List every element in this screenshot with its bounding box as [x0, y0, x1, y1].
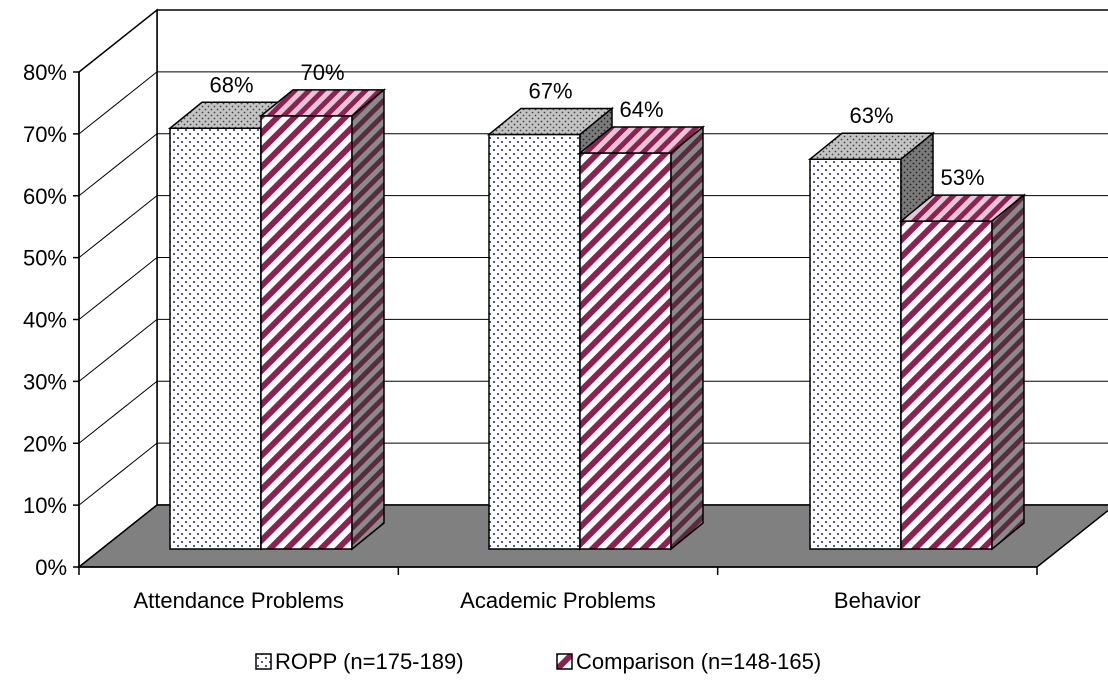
bar-side [670, 125, 704, 551]
bar-front [260, 115, 353, 550]
gridline [78, 9, 1108, 73]
y-tick-label: 30% [23, 369, 67, 394]
legend-swatch [556, 653, 573, 670]
data-label: 68% [209, 72, 253, 97]
legend-swatch [255, 653, 272, 670]
legend-label: Comparison (n=148-165) [576, 649, 821, 674]
data-label: 70% [300, 60, 344, 85]
y-tick-label: 40% [23, 308, 67, 333]
bar-front [809, 158, 902, 550]
category-label: Behavior [834, 588, 921, 613]
gridline [78, 380, 1108, 444]
bar-side [991, 193, 1025, 551]
y-tick-label: 50% [23, 246, 67, 271]
category-label: Attendance Problems [133, 588, 343, 613]
bar-front [900, 220, 993, 550]
y-tick-label: 70% [23, 122, 67, 147]
gridline [78, 71, 1108, 135]
gridline [78, 442, 1108, 506]
bar-side [351, 88, 385, 551]
y-tick-label: 80% [23, 60, 67, 85]
category-label: Academic Problems [460, 588, 656, 613]
bar [898, 193, 1027, 551]
legend-label: ROPP (n=175-189) [275, 649, 464, 674]
gridline [78, 133, 1108, 197]
gridline [78, 257, 1108, 320]
bar [258, 88, 387, 551]
y-tick-label: 10% [23, 493, 67, 518]
data-label: 63% [849, 103, 893, 128]
data-label: 67% [528, 78, 572, 103]
gridline [78, 318, 1108, 382]
y-tick-label: 0% [35, 555, 67, 580]
data-label: 53% [940, 165, 984, 190]
legend-item: Comparison (n=148-165) [556, 649, 821, 674]
y-tick-label: 60% [23, 184, 67, 209]
gridline [78, 195, 1108, 259]
legend-item: ROPP (n=175-189) [255, 649, 464, 674]
data-label: 64% [619, 97, 663, 122]
bar-front [488, 133, 581, 550]
bar-front [579, 152, 672, 550]
bar [577, 125, 706, 551]
y-tick-label: 20% [23, 431, 67, 456]
bar-front [169, 127, 262, 550]
